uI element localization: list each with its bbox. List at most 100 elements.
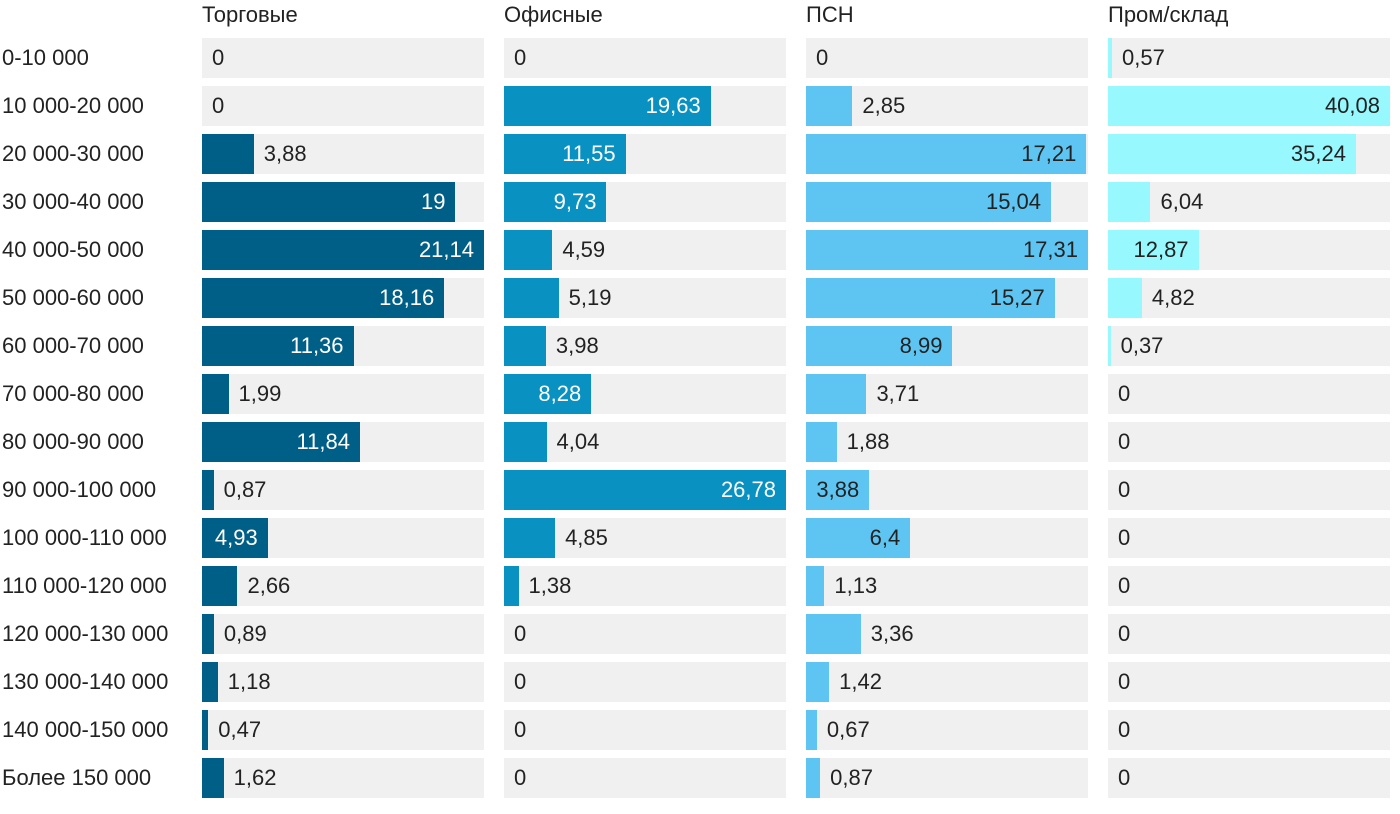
bar — [806, 134, 1087, 174]
data-label: 9,73 — [553, 189, 597, 214]
data-label: 1,42 — [839, 669, 882, 694]
row-label: 130 000-140 000 — [2, 669, 169, 694]
series-title: Торговые — [202, 2, 298, 27]
data-label: 0 — [816, 45, 829, 70]
data-label: 11,55 — [562, 141, 616, 166]
bar — [202, 374, 229, 414]
bar-track: 0,87 — [202, 470, 484, 510]
bar — [202, 758, 224, 798]
bar-track: 0 — [1108, 518, 1390, 558]
bar-track: 6,04 — [1108, 182, 1390, 222]
bar — [806, 614, 861, 654]
bar-track: 17,21 — [806, 134, 1088, 174]
bar — [1108, 38, 1112, 78]
data-label: 17,31 — [1022, 237, 1078, 262]
bar — [1108, 326, 1111, 366]
bar-track: 0 — [1108, 566, 1390, 606]
bar — [806, 278, 1055, 318]
bar-track: 1,62 — [202, 758, 484, 798]
data-label: 0 — [514, 45, 527, 70]
data-label: 0,87 — [223, 477, 267, 502]
bar-track: 4,85 — [504, 518, 786, 558]
data-label: 3,88 — [816, 477, 860, 502]
bar-track: 0,87 — [806, 758, 1088, 798]
bar-track: 0 — [1108, 374, 1390, 414]
data-label: 8,28 — [538, 381, 582, 406]
data-label: 1,13 — [834, 573, 878, 598]
row-label: 30 000-40 000 — [2, 189, 144, 214]
bar — [202, 518, 268, 558]
data-label: 15,27 — [989, 285, 1045, 310]
data-label: 1,99 — [238, 381, 282, 406]
bar-track: 8,99 — [806, 326, 1088, 366]
bar — [806, 710, 817, 750]
bar — [806, 422, 837, 462]
bar — [504, 566, 519, 606]
bar — [202, 182, 456, 222]
data-label: 0 — [212, 93, 225, 118]
bar — [504, 278, 559, 318]
bar — [504, 134, 626, 174]
data-label: 0 — [514, 765, 527, 790]
bar-track: 0 — [504, 38, 786, 78]
bar-track: 8,28 — [504, 374, 786, 414]
bar-track: 0,57 — [1108, 38, 1390, 78]
bar-track: 40,08 — [1108, 86, 1390, 126]
bar-track: 4,82 — [1108, 278, 1390, 318]
bar-track: 1,42 — [806, 662, 1088, 702]
bar — [202, 662, 218, 702]
row-label: 80 000-90 000 — [2, 429, 144, 454]
bar-track: 12,87 — [1108, 230, 1390, 270]
data-label: 0,37 — [1120, 333, 1164, 358]
data-label: 0,89 — [223, 621, 267, 646]
bar-track: 3,88 — [202, 134, 484, 174]
row-label: 40 000-50 000 — [2, 237, 144, 262]
data-label: 0 — [514, 717, 527, 742]
data-label: 1,38 — [528, 573, 572, 598]
data-label: 0 — [1118, 717, 1131, 742]
bar-track: 19 — [202, 182, 484, 222]
bar-track: 11,55 — [504, 134, 786, 174]
data-label: 2,66 — [247, 573, 291, 598]
row-label: 120 000-130 000 — [2, 621, 169, 646]
data-label: 0 — [1118, 381, 1131, 406]
bar-track: 17,31 — [806, 230, 1088, 270]
bar — [202, 566, 238, 606]
bar — [202, 326, 354, 366]
row-label: 110 000-120 000 — [2, 573, 167, 598]
bar-track: 3,98 — [504, 326, 786, 366]
row-label: 10 000-20 000 — [2, 93, 144, 118]
bar-track: 1,99 — [202, 374, 484, 414]
data-label: 4,82 — [1151, 285, 1195, 310]
row-label: 0-10 000 — [2, 45, 89, 70]
data-label: 6,04 — [1160, 189, 1204, 214]
data-label: 35,24 — [1290, 141, 1346, 166]
data-label: 0 — [1118, 621, 1131, 646]
data-label: 0,87 — [830, 765, 873, 790]
bar-track: 4,59 — [504, 230, 786, 270]
bar-track: 2,85 — [806, 86, 1088, 126]
data-label: 11,36 — [290, 333, 344, 358]
bar — [202, 470, 214, 510]
data-label: 3,88 — [263, 141, 307, 166]
data-label: 3,71 — [876, 381, 920, 406]
data-label: 19 — [420, 189, 446, 214]
row-label: 90 000-100 000 — [2, 477, 157, 502]
bar-track: 0 — [504, 710, 786, 750]
bar — [504, 182, 607, 222]
data-label: 0 — [514, 669, 527, 694]
data-label: 3,36 — [870, 621, 914, 646]
bar — [1108, 230, 1199, 270]
bar-track: 4,93 — [202, 518, 484, 558]
bar-track: 6,4 — [806, 518, 1088, 558]
bar — [504, 86, 711, 126]
data-label: 4,04 — [556, 429, 600, 454]
bar-track: 3,36 — [806, 614, 1088, 654]
bar-track: 1,13 — [806, 566, 1088, 606]
bar — [504, 422, 547, 462]
bar-track: 0 — [1108, 662, 1390, 702]
data-label: 11,84 — [296, 429, 350, 454]
bar-track: 0,37 — [1108, 326, 1390, 366]
bar-track: 0 — [504, 758, 786, 798]
bar-track: 21,14 — [202, 230, 484, 270]
